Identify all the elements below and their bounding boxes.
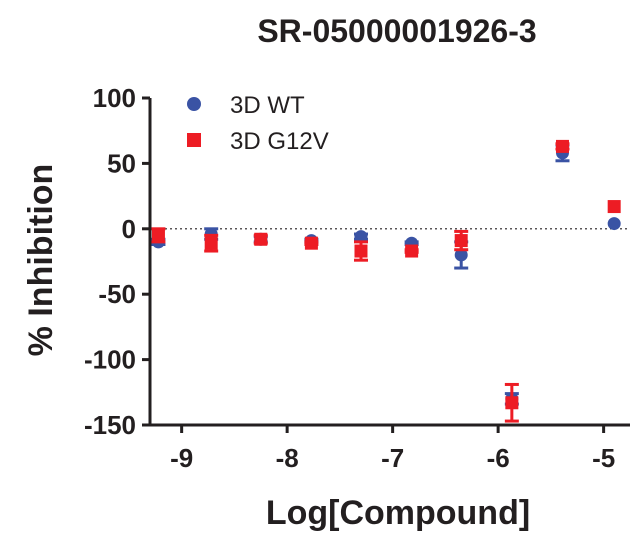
data-point-square — [454, 234, 468, 248]
y-tick-label: -50 — [98, 279, 136, 309]
data-point-circle — [354, 230, 368, 244]
y-tick-label: 100 — [93, 83, 136, 113]
legend: 3D WT 3D G12V — [187, 92, 329, 155]
data-point-square — [505, 396, 519, 410]
legend-label: 3D G12V — [230, 128, 329, 155]
data-point-circle — [607, 217, 621, 231]
y-axis-label: % Inhibition — [22, 164, 60, 357]
x-tick-label: -6 — [487, 443, 510, 473]
series-2 — [151, 139, 621, 423]
data-point-square — [304, 236, 318, 250]
data-point-square — [204, 236, 218, 250]
plot-area: 100 50 0 -50 -100 -150 -9 -8 -7 -6 -5 — [84, 83, 630, 473]
y-tick-label: -100 — [84, 345, 136, 375]
x-tick-label: -5 — [592, 443, 615, 473]
data-point-square — [555, 139, 569, 153]
chart-title: SR-05000001926-3 — [257, 13, 536, 49]
legend-marker-circle — [187, 97, 201, 111]
x-tick-label: -7 — [381, 443, 404, 473]
legend-item-2: 3D G12V — [187, 128, 329, 155]
x-tick-label: -8 — [276, 443, 299, 473]
data-point-square — [254, 232, 268, 246]
series-1 — [151, 143, 621, 406]
x-tick-label: -9 — [170, 443, 193, 473]
y-tick-label: 0 — [122, 214, 136, 244]
data-point-circle — [454, 248, 468, 262]
data-point-square — [607, 200, 621, 214]
data-point-square — [405, 244, 419, 258]
legend-label: 3D WT — [230, 92, 305, 119]
legend-marker-square — [187, 133, 201, 147]
y-tick-label: 50 — [107, 148, 136, 178]
x-axis-label: Log[Compound] — [266, 494, 530, 532]
y-tick-label: -150 — [84, 410, 136, 440]
data-point-square — [151, 228, 165, 242]
legend-item-1: 3D WT — [187, 92, 305, 119]
data-point-square — [354, 244, 368, 258]
